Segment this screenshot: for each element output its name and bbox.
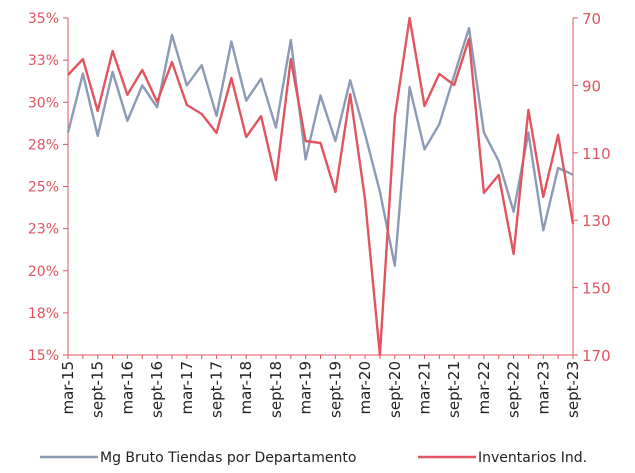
x-tick-label: sept-18 (267, 361, 285, 418)
x-tick-label: mar-22 (475, 361, 493, 415)
y-tick-label: 25% (28, 180, 59, 196)
y2-tick-label: 110 (582, 145, 611, 163)
y-tick-label: 28% (28, 137, 59, 153)
x-tick-label: sept-22 (505, 361, 523, 418)
y2-tick-label: 170 (582, 347, 611, 365)
x-tick-label: mar-15 (59, 361, 77, 415)
legend-label: Mg Bruto Tiendas por Departamento (100, 450, 356, 466)
y-tick-label: 33% (28, 53, 59, 69)
x-tick-label: mar-19 (297, 361, 315, 415)
series-line (67, 16, 575, 357)
y2-tick-label: 130 (582, 212, 611, 230)
x-tick-label: mar-18 (237, 361, 255, 415)
legend-label: Inventarios Ind. (478, 450, 587, 466)
y-tick-label: 23% (28, 222, 59, 238)
y-tick-label: 18% (28, 306, 59, 322)
x-tick-label: mar-16 (118, 361, 136, 415)
x-tick-label: mar-17 (178, 361, 196, 415)
x-tick-label: sept-16 (148, 361, 166, 418)
x-tick-label: mar-20 (356, 361, 374, 415)
y2-tick-label: 70 (582, 10, 601, 28)
y-tick-label: 15% (28, 348, 59, 364)
x-tick-label: mar-21 (415, 361, 433, 415)
y2-tick-label: 90 (582, 77, 601, 95)
y2-tick-label: 150 (582, 280, 611, 298)
x-tick-label: sept-23 (564, 361, 582, 418)
x-tick-label: mar-23 (534, 361, 552, 415)
x-tick-label: sept-20 (386, 361, 404, 418)
x-tick-label: sept-15 (89, 361, 107, 418)
y-tick-label: 35% (28, 11, 59, 27)
y-tick-label: 30% (28, 95, 59, 111)
x-tick-label: sept-17 (208, 361, 226, 418)
x-tick-label: sept-19 (326, 361, 344, 418)
y-tick-label: 20% (28, 264, 59, 280)
series-line (66, 26, 574, 267)
x-tick-label: sept-21 (445, 361, 463, 418)
